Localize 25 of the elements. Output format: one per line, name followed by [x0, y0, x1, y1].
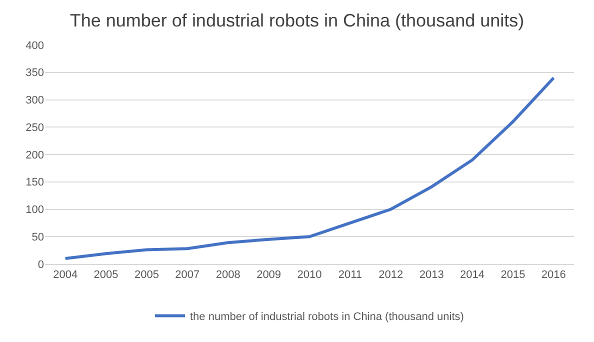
x-tick-label: 2016 [541, 269, 566, 282]
x-tick-label: 2005 [94, 269, 118, 282]
x-tick-label: 2009 [256, 269, 282, 282]
y-tick-label: 0 [38, 258, 44, 271]
legend-label: the number of industrial robots in China (thousand units) [190, 311, 464, 324]
y-tick-label: 300 [26, 94, 44, 107]
x-tick-label: 2013 [419, 269, 444, 282]
x-tick-label: 2010 [297, 269, 322, 282]
y-tick-label: 200 [26, 149, 44, 162]
y-tick-label: 400 [26, 40, 44, 52]
y-tick-label: 350 [26, 67, 44, 80]
y-tick-label: 150 [26, 176, 44, 189]
x-tick-label: 2014 [460, 269, 485, 282]
x-tick-label: 2008 [216, 269, 240, 282]
x-tick-label: 2011 [338, 269, 362, 282]
x-tick-label: 2012 [378, 269, 404, 282]
line-series [64, 76, 556, 260]
x-tick-label: 2015 [500, 269, 526, 282]
y-tick-label: 250 [26, 122, 44, 134]
y-tick-label: 50 [32, 231, 44, 244]
y-tick-label: 100 [26, 204, 44, 216]
x-tick-label: 2007 [175, 269, 200, 282]
chart-title: The number of industrial robots in China (thousand units) [70, 10, 524, 30]
x-tick-label: 2005 [134, 269, 159, 282]
x-tick-label: 2004 [53, 269, 78, 282]
